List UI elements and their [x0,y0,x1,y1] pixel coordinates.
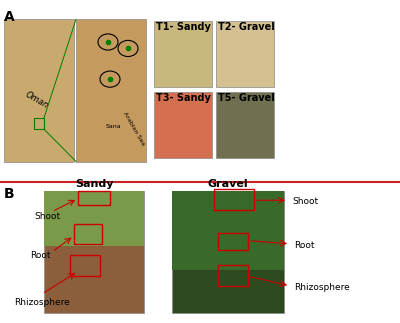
Text: Shoot: Shoot [34,212,60,221]
Text: T5- Gravel: T5- Gravel [218,93,275,103]
Bar [76,19,146,162]
Text: Sandy: Sandy [75,179,113,189]
Text: B: B [4,187,15,201]
Text: Root: Root [30,251,50,260]
Bar [78,191,110,205]
Bar [4,19,74,162]
Text: Gravel: Gravel [208,179,248,189]
Text: T3- Sandy: T3- Sandy [156,93,211,103]
Bar [218,265,248,286]
Bar [216,92,274,158]
Bar [172,191,284,313]
Bar [154,92,212,158]
Bar [44,191,144,246]
Bar [172,191,284,270]
Bar [44,191,144,313]
Bar [34,118,44,129]
Bar [214,189,254,210]
Bar [154,21,212,87]
Text: Root: Root [294,241,314,250]
Bar [218,233,248,250]
Bar [216,21,274,87]
Text: Shoot: Shoot [292,197,318,206]
Text: Rhizosphere: Rhizosphere [14,297,70,307]
Text: Oman: Oman [24,90,50,110]
Text: Rhizosphere: Rhizosphere [294,283,350,292]
Text: Sana: Sana [106,124,122,129]
Bar [70,255,100,276]
Text: A: A [4,10,15,24]
Text: T2- Gravel: T2- Gravel [218,22,275,32]
Text: T1- Sandy: T1- Sandy [156,22,211,32]
Bar [74,224,102,244]
Text: Arabian Sea: Arabian Sea [122,111,145,146]
